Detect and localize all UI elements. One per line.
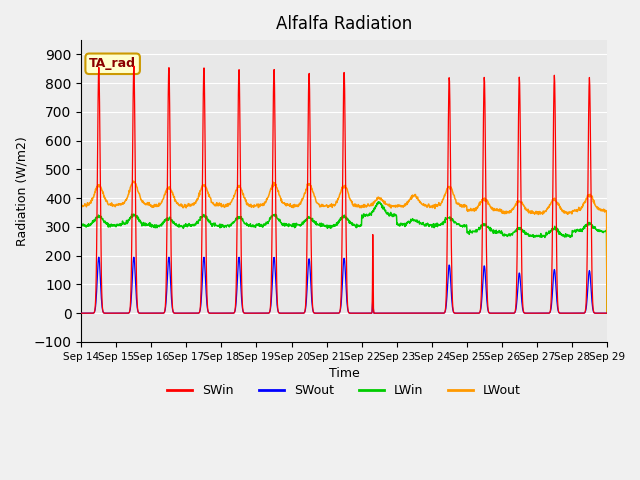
- Title: Alfalfa Radiation: Alfalfa Radiation: [276, 15, 412, 33]
- X-axis label: Time: Time: [329, 367, 360, 380]
- Legend: SWin, SWout, LWin, LWout: SWin, SWout, LWin, LWout: [162, 379, 526, 402]
- Text: TA_rad: TA_rad: [89, 57, 136, 70]
- Y-axis label: Radiation (W/m2): Radiation (W/m2): [15, 136, 28, 246]
